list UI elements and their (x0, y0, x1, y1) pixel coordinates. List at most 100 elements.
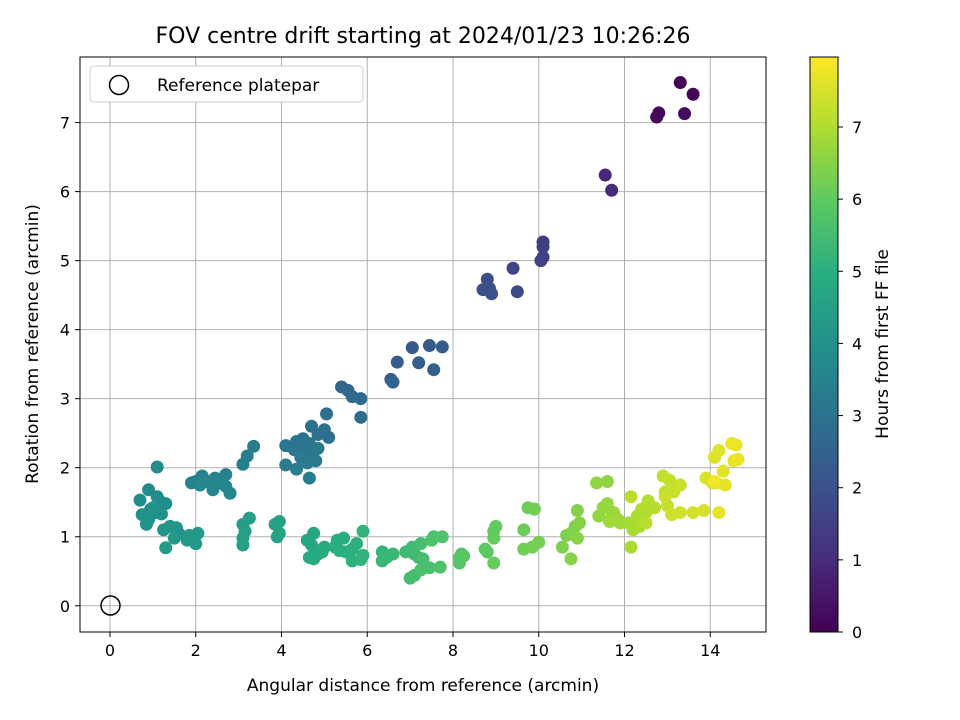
data-point (570, 531, 584, 545)
legend-entry-reference-platepar: Reference platepar (157, 76, 319, 96)
data-point (725, 437, 739, 451)
data-point (673, 478, 687, 492)
data-point (191, 526, 205, 540)
data-point (386, 375, 400, 389)
y-axis-ticks: 0 1 2 3 4 5 6 7 (60, 114, 80, 616)
data-point (159, 497, 173, 511)
plot-frame (79, 56, 767, 633)
data-point (570, 504, 584, 518)
y-tick-label: 0 (60, 597, 70, 616)
data-point (489, 519, 503, 533)
legend: Reference platepar (89, 65, 364, 103)
data-point (718, 478, 732, 492)
x-tick-label: 10 (529, 641, 549, 660)
x-tick-label: 8 (448, 641, 458, 660)
data-point (350, 537, 364, 551)
data-point (247, 439, 261, 453)
data-point (658, 490, 672, 504)
data-point (242, 511, 256, 525)
data-point (590, 476, 604, 490)
data-point (487, 531, 501, 545)
x-tick-label: 2 (191, 641, 201, 660)
colorbar: 0 1 2 3 4 5 6 7 Hours from first FF file (809, 56, 893, 642)
data-point (375, 554, 389, 568)
data-point (236, 457, 250, 471)
data-point (639, 516, 653, 530)
data-point (572, 516, 586, 530)
data-point (150, 460, 164, 474)
data-point (425, 533, 439, 547)
data-point (457, 549, 471, 563)
data-point (356, 548, 370, 562)
data-point (435, 340, 449, 354)
data-point (238, 524, 252, 538)
data-point (279, 458, 293, 472)
colorbar-tick-label: 4 (852, 334, 862, 353)
data-point (320, 407, 334, 421)
data-point (272, 515, 286, 529)
data-point (223, 486, 237, 500)
data-point (527, 502, 541, 516)
data-point (193, 478, 207, 492)
data-point (167, 531, 181, 545)
data-point (663, 473, 677, 487)
y-tick-label: 5 (60, 252, 70, 271)
y-tick-label: 6 (60, 183, 70, 202)
data-point (139, 517, 153, 531)
data-point (686, 87, 700, 101)
data-point (337, 531, 351, 545)
data-point (648, 501, 662, 515)
data-point (354, 410, 368, 424)
data-point (487, 556, 501, 570)
y-tick-label: 2 (60, 459, 70, 478)
data-point (322, 430, 336, 444)
colorbar-tick-label: 7 (852, 118, 862, 137)
colorbar-label: Hours from first FF file (873, 249, 893, 439)
colorbar-tick-label: 2 (852, 479, 862, 498)
colorbar-tick-label: 0 (852, 623, 862, 642)
data-point (712, 506, 726, 520)
x-tick-label: 4 (276, 641, 286, 660)
data-point (332, 544, 346, 558)
y-axis-label: Rotation from reference (arcmin) (23, 204, 43, 484)
x-axis-label: Angular distance from reference (arcmin) (247, 676, 599, 696)
data-point (427, 363, 441, 377)
data-point (435, 530, 449, 544)
y-tick-label: 7 (60, 114, 70, 133)
colorbar-tick-label: 6 (852, 190, 862, 209)
data-point (650, 110, 664, 124)
data-point (422, 561, 436, 575)
x-tick-label: 6 (362, 641, 372, 660)
data-point (307, 552, 321, 566)
data-point (506, 261, 520, 275)
data-point (405, 341, 419, 355)
data-point (534, 254, 548, 268)
data-point (386, 547, 400, 561)
data-point (678, 107, 692, 121)
colorbar-tick-label: 5 (852, 262, 862, 281)
data-point (624, 540, 638, 554)
chart-title: FOV centre drift starting at 2024/01/23 … (156, 24, 691, 49)
data-point (272, 526, 286, 540)
data-point (600, 497, 614, 511)
data-point (206, 483, 220, 497)
data-point (712, 443, 726, 457)
data-point (605, 183, 619, 197)
data-point (414, 537, 428, 551)
data-point (485, 287, 499, 301)
grid (80, 57, 766, 632)
legend-box (89, 65, 364, 103)
data-point (290, 462, 304, 476)
data-point (189, 537, 203, 551)
data-point (133, 493, 147, 507)
data-point (433, 560, 447, 574)
colorbar-tick-label: 3 (852, 407, 862, 426)
y-tick-label: 1 (60, 528, 70, 547)
data-point (510, 285, 524, 299)
data-point (354, 392, 368, 406)
data-point (673, 506, 687, 520)
data-point (716, 464, 730, 478)
data-point (146, 501, 160, 515)
data-point (422, 339, 436, 353)
